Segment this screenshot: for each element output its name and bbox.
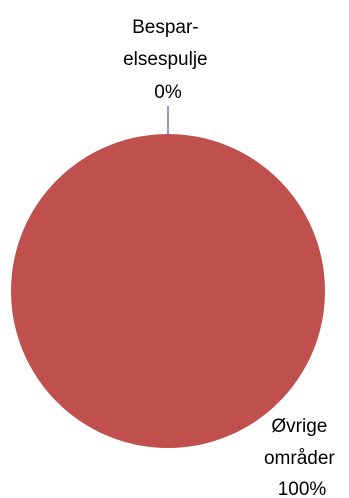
data-label-ovrige-line-2: områder — [264, 448, 335, 469]
data-label-ovrige-line-1: Øvrige — [271, 416, 327, 437]
data-label-bespar-line-1: Bespar- — [132, 17, 199, 38]
data-label-bespar-line-2: elsespulje — [123, 49, 208, 70]
data-label-bespar-percent: 0% — [154, 82, 182, 103]
data-label-ovrige: Øvrige områder 100% — [264, 416, 340, 498]
pie-slices — [11, 106, 325, 448]
data-label-bespar: Bespar- elsespulje 0% — [123, 17, 213, 103]
data-label-ovrige-percent: 100% — [278, 479, 327, 498]
pie-slice-vrige-omr-der — [11, 134, 325, 448]
